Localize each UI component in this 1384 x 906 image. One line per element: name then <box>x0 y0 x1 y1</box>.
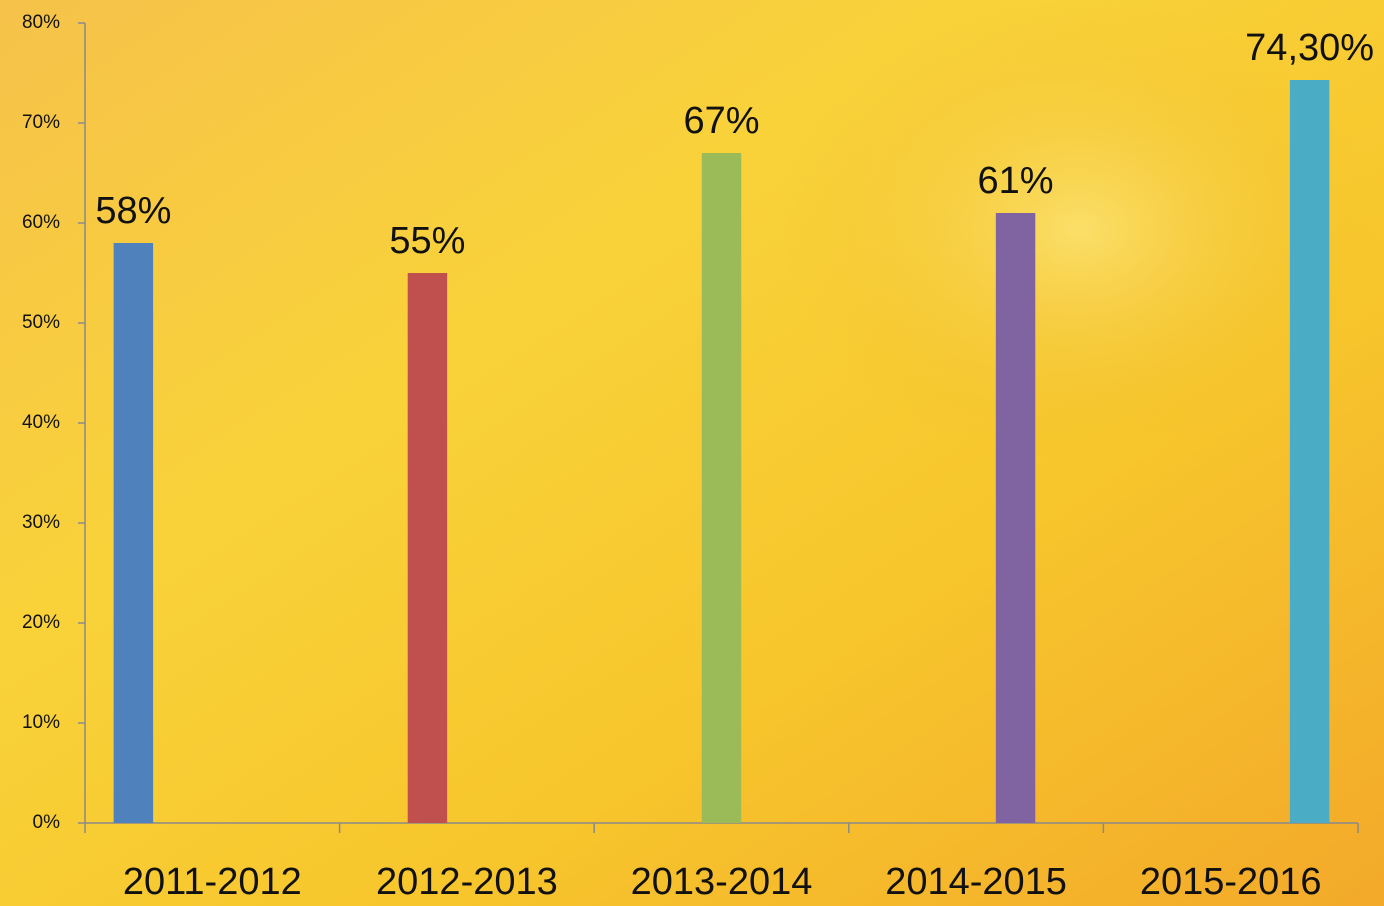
y-tick-label: 70% <box>22 112 60 133</box>
y-tick-label: 40% <box>22 412 60 433</box>
bar <box>995 213 1036 823</box>
value-label: 74,30% <box>1245 27 1374 69</box>
x-tick-label: 2012-2013 <box>376 861 558 903</box>
bar <box>113 243 154 823</box>
plot-area: 0% 10% 20% 30% 40% 50% 60% 70% 80% 2011-2012 58% 20… <box>22 12 1374 903</box>
bar <box>407 273 448 823</box>
y-tick-label: 10% <box>22 712 60 733</box>
x-tick-label: 2011-2012 <box>123 861 302 903</box>
value-label: 58% <box>95 190 171 232</box>
y-tick-label: 50% <box>22 312 60 333</box>
y-tick-label: 60% <box>22 212 60 233</box>
y-tick-label: 30% <box>22 512 60 533</box>
value-label: 61% <box>978 160 1054 202</box>
y-tick-label: 80% <box>22 12 60 33</box>
decoration <box>780 0 1380 460</box>
y-tick-label: 20% <box>22 612 60 633</box>
value-label: 55% <box>389 220 465 262</box>
x-tick-label: 2015-2016 <box>1140 861 1322 903</box>
y-tick-label: 0% <box>33 812 61 833</box>
x-tick-label: 2013-2014 <box>631 861 813 903</box>
value-label: 67% <box>683 100 759 142</box>
bar <box>1289 80 1330 823</box>
bar <box>701 153 742 823</box>
x-tick-label: 2014-2015 <box>885 861 1067 903</box>
